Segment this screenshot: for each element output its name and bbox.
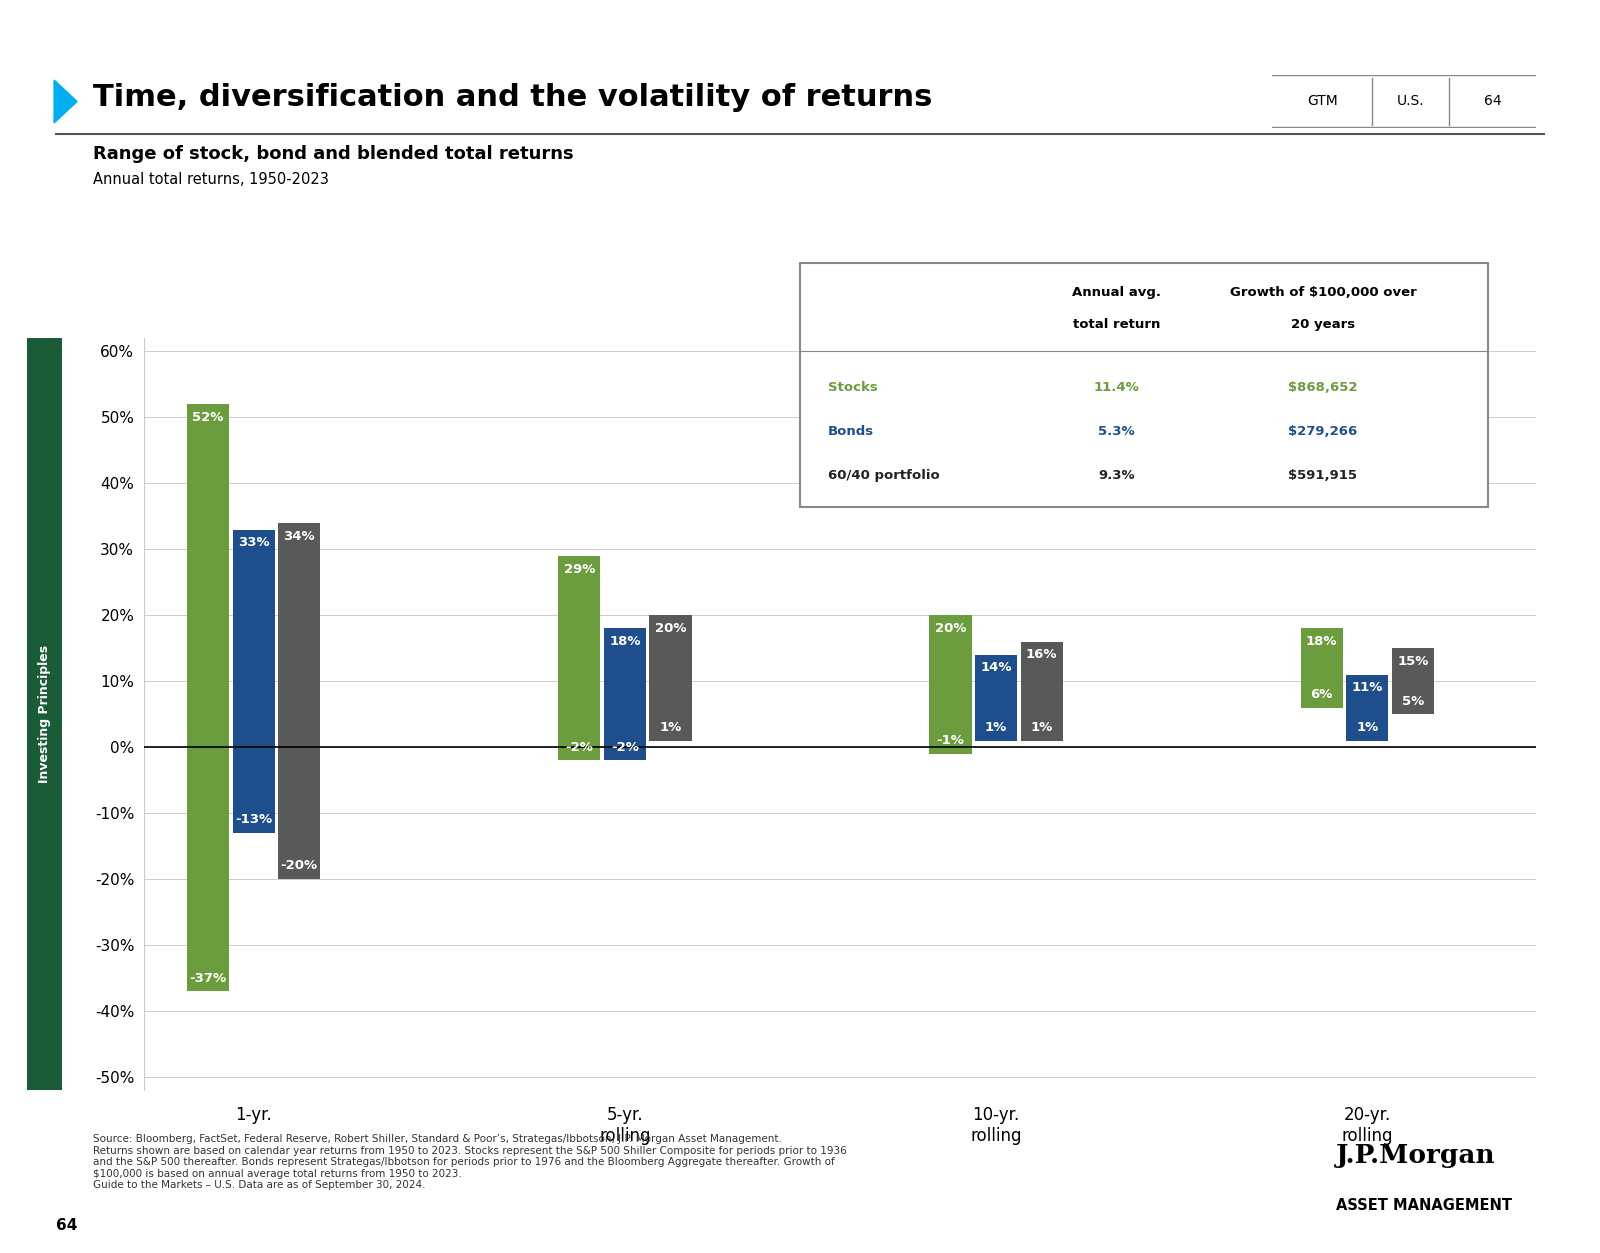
Text: 64: 64 <box>1483 94 1501 109</box>
Bar <box>650 615 691 741</box>
Text: 1%: 1% <box>986 720 1006 734</box>
Text: $868,652: $868,652 <box>1288 381 1358 395</box>
Text: Range of stock, bond and blended total returns: Range of stock, bond and blended total r… <box>93 145 573 163</box>
Text: 33%: 33% <box>238 536 269 549</box>
Text: 6%: 6% <box>1310 688 1333 700</box>
Text: -1%: -1% <box>936 734 965 747</box>
Text: 18%: 18% <box>1306 635 1338 648</box>
Bar <box>187 405 229 991</box>
Text: 11%: 11% <box>1352 682 1382 694</box>
Text: -37%: -37% <box>189 971 227 985</box>
Text: Time, diversification and the volatility of returns: Time, diversification and the volatility… <box>93 83 933 113</box>
Bar <box>1301 629 1342 708</box>
Bar <box>974 655 1018 741</box>
Text: Stocks: Stocks <box>827 381 877 395</box>
Text: Investing Principles: Investing Principles <box>38 645 51 783</box>
Text: 34%: 34% <box>283 530 315 543</box>
Text: $279,266: $279,266 <box>1288 425 1357 439</box>
Text: Source: Bloomberg, FactSet, Federal Reserve, Robert Shiller, Standard & Poor’s, : Source: Bloomberg, FactSet, Federal Rese… <box>93 1134 846 1190</box>
Text: ASSET MANAGEMENT: ASSET MANAGEMENT <box>1336 1198 1512 1213</box>
Text: -2%: -2% <box>611 741 638 754</box>
Text: -13%: -13% <box>235 813 272 826</box>
Text: 20%: 20% <box>654 621 686 635</box>
Bar <box>603 629 646 761</box>
Text: total return: total return <box>1072 318 1160 331</box>
Bar <box>930 615 971 754</box>
Text: Growth of $100,000 over: Growth of $100,000 over <box>1229 286 1416 299</box>
Text: 1%: 1% <box>1357 720 1378 734</box>
Polygon shape <box>54 80 77 123</box>
Text: 1%: 1% <box>1030 720 1053 734</box>
Text: 1%: 1% <box>659 720 682 734</box>
Text: 5.3%: 5.3% <box>1098 425 1134 439</box>
Text: J.P.Morgan: J.P.Morgan <box>1336 1143 1496 1168</box>
Text: 14%: 14% <box>981 662 1011 674</box>
Text: $591,915: $591,915 <box>1288 469 1357 482</box>
Text: 20 years: 20 years <box>1291 318 1355 331</box>
Bar <box>1346 674 1389 741</box>
Text: 52%: 52% <box>192 411 224 424</box>
Text: -2%: -2% <box>565 741 594 754</box>
Bar <box>278 523 320 880</box>
Text: Annual avg.: Annual avg. <box>1072 286 1162 299</box>
Text: Bonds: Bonds <box>827 425 874 439</box>
Text: GTM: GTM <box>1307 94 1338 109</box>
Bar <box>232 530 275 833</box>
FancyBboxPatch shape <box>26 293 64 1135</box>
FancyBboxPatch shape <box>1261 75 1547 128</box>
Bar <box>558 556 600 761</box>
Text: 16%: 16% <box>1026 648 1058 662</box>
Bar <box>1392 648 1434 714</box>
Text: Annual total returns, 1950-2023: Annual total returns, 1950-2023 <box>93 172 328 187</box>
FancyBboxPatch shape <box>800 263 1488 507</box>
Text: 5%: 5% <box>1402 694 1424 708</box>
Text: 64: 64 <box>56 1218 77 1233</box>
Text: 20%: 20% <box>934 621 966 635</box>
Text: 11.4%: 11.4% <box>1094 381 1139 395</box>
Text: 60/40 portfolio: 60/40 portfolio <box>827 469 939 482</box>
Text: 18%: 18% <box>610 635 640 648</box>
Text: -20%: -20% <box>280 860 318 872</box>
Text: U.S.: U.S. <box>1397 94 1424 109</box>
Bar <box>1021 642 1062 741</box>
Text: 9.3%: 9.3% <box>1098 469 1134 482</box>
Text: 15%: 15% <box>1397 655 1429 668</box>
Text: 29%: 29% <box>563 563 595 575</box>
